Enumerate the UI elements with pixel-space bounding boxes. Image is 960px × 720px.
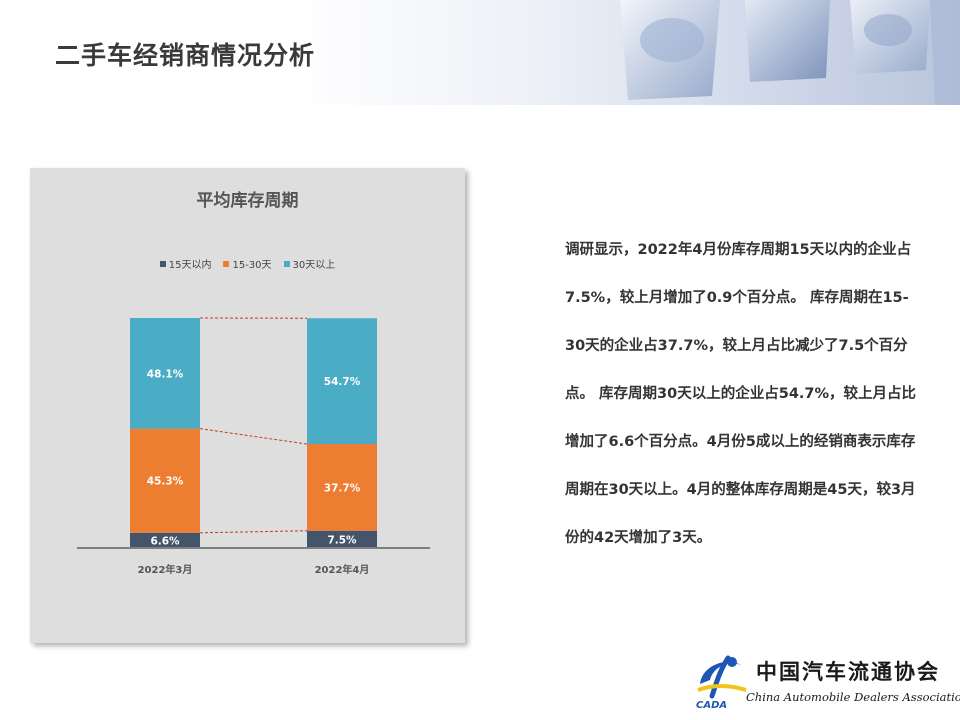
legend-label: 15天以内 (168, 260, 212, 271)
logo-name-en: China Automobile Dealers Association (746, 690, 960, 704)
bar-segment-0-2 (130, 318, 200, 429)
legend-swatch (283, 260, 290, 267)
stacked-bar-chart: 6.6% 45.3% 48.1% 2022年3月 7.5% 37.7% 54.7% 2022年… (77, 317, 430, 576)
x-tick-label-0: 2022年3月 (138, 563, 193, 576)
chart-title: 平均库存周期 (196, 191, 299, 211)
series-line-0 (199, 530, 308, 534)
legend-item-30-days-plus: 30天以上 (283, 256, 336, 271)
header-decoration (620, 0, 960, 105)
data-label-1-1: 37.7% (324, 482, 361, 494)
legend-label: 30天以上 (292, 260, 336, 271)
legend-item-15-days-within: 15天以内 (159, 256, 212, 271)
cada-emblem-icon: CADA (696, 655, 747, 711)
header-banner: 二手车经销商情况分析 (0, 0, 960, 105)
logo-abbr: CADA (696, 700, 727, 711)
data-label-1-2: 54.7% (324, 376, 361, 388)
bar-segment-1-0 (307, 530, 377, 548)
x-tick-label-1: 2022年4月 (315, 563, 370, 576)
bar-segment-0-1 (130, 428, 200, 533)
bar-segment-0-0 (130, 532, 200, 548)
chart-panel: 平均库存周期 15天以内 15-30天 30天以上 6.6% 45.3% 48.1%… (30, 168, 465, 643)
data-label-0-2: 48.1% (147, 368, 184, 380)
data-label-1-0: 7.5% (327, 534, 357, 546)
data-label-0-1: 45.3% (147, 476, 184, 488)
series-line-1 (199, 428, 308, 445)
logo-name-cn: 中国汽车流通协会 (756, 659, 940, 684)
legend-swatch (223, 260, 230, 267)
legend-swatch (159, 260, 166, 267)
chart-legend: 15天以内 15-30天 30天以上 (30, 256, 465, 271)
bar-segment-1-2 (307, 318, 377, 445)
bar-segment-1-1 (307, 444, 377, 531)
page-title: 二手车经销商情况分析 (55, 41, 316, 70)
cada-logo: CADA 中国汽车流通协会 China Automobile Dealers A… (692, 650, 960, 715)
legend-item-15-30-days: 15-30天 (223, 256, 272, 271)
data-label-0-0: 6.6% (150, 535, 180, 547)
legend-label: 15-30天 (232, 260, 272, 271)
description-text: 调研显示，2022年4月份库存周期15天以内的企业占7.5%，较上月增加了0.9… (565, 242, 917, 546)
